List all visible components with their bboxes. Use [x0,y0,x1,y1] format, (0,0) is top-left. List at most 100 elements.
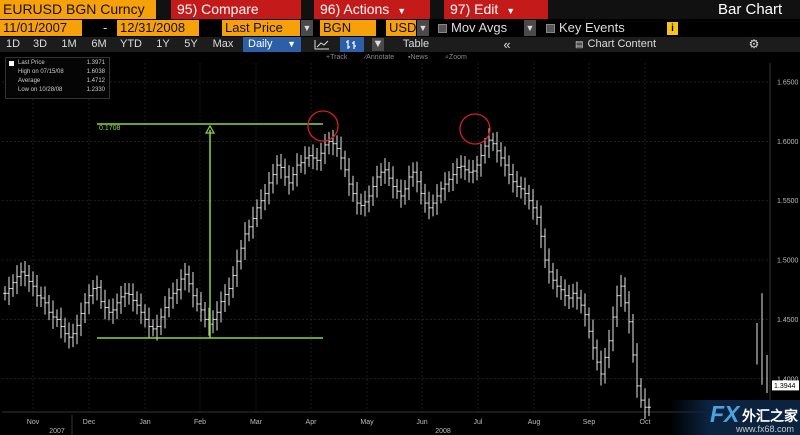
field-dropdown-icon[interactable]: ▼ [301,20,313,36]
price-bar [323,134,327,165]
gear-icon[interactable]: ⚙ [748,37,760,51]
chart-content-label: Chart Content [587,38,656,50]
collapse-icon[interactable]: « [503,37,511,52]
price-bar [47,294,51,321]
price-bar [587,307,591,339]
frequency-select[interactable]: Daily ▼ [243,37,301,52]
watermark-cn: 外汇之家 [742,408,798,424]
price-bar [583,293,587,327]
price-bar [479,143,483,177]
price-bar [331,129,335,156]
price-bar [215,301,219,331]
table-button[interactable]: Table [402,38,430,50]
price-bar [471,159,475,184]
price-bar [499,142,503,167]
x-month-label: Dec [83,419,96,426]
price-bar [363,190,367,217]
price-bar [395,178,399,199]
price-bar [103,289,107,320]
period-ytd[interactable]: YTD [120,38,142,50]
price-bar [647,398,651,417]
price-bar [379,163,383,187]
price-bar [263,183,267,211]
price-bar [51,300,55,329]
edit-button[interactable]: 97) Edit ▼ [444,0,548,19]
last-price-marker-label: 1.3944 [774,383,796,390]
price-bar [503,146,507,177]
price-bar [439,181,443,204]
x-month-label: Apr [306,419,318,426]
period-1d[interactable]: 1D [5,38,21,50]
price-bar [347,157,351,196]
info-icon[interactable]: i [667,22,678,35]
end-date-field[interactable]: 12/31/2008 [117,20,199,36]
price-bar [375,165,379,198]
chart-content-icon: ▤ [575,39,584,49]
mov-avgs-checkbox[interactable] [438,24,447,33]
x-month-label: Nov [27,419,40,426]
price-bar [55,309,59,328]
price-bar [547,248,551,284]
price-bar [79,302,83,337]
start-date-field[interactable]: 11/01/2007 [0,20,82,36]
x-month-label: May [360,419,374,426]
price-bar [507,155,511,185]
price-bar [115,293,119,320]
period-max[interactable]: Max [212,38,234,50]
price-bar [643,388,647,419]
chart-type-dropdown-icon[interactable]: ▼ [372,38,384,51]
mov-avgs-dropdown-icon[interactable]: ▼ [524,20,536,36]
period-5y[interactable]: 5Y [184,38,198,50]
security-field[interactable]: EURUSD BGN Curncy [0,0,156,19]
line-chart-icon[interactable] [310,37,334,52]
price-bar [203,301,207,328]
price-bar [11,274,15,297]
price-bar [543,228,547,268]
price-bar [367,185,371,213]
july-high-circle [459,113,491,145]
price-bar [575,281,579,310]
chart-content-button[interactable]: ▤ Chart Content [575,37,675,52]
key-events-checkbox[interactable] [546,24,555,33]
range-arrow-head-icon [204,124,216,134]
field-select[interactable]: Last Price [222,20,300,36]
zoom-tool[interactable]: ⌕ Zoom [445,54,467,61]
range-label: 0.1708 [99,125,121,132]
price-bar [27,265,31,292]
price-bar [623,277,627,312]
price-bar [95,275,99,301]
price-bar [23,261,27,287]
price-bar [175,279,179,304]
currency-field[interactable]: USD [386,20,416,36]
news-tool[interactable]: ▪ News [408,54,428,61]
zoom-label: Zoom [448,54,467,61]
y-tick-label: 1.4500 [777,317,799,324]
compare-button[interactable]: 95) Compare [171,0,301,19]
bar-chart-icon[interactable] [340,37,364,52]
legend-low-label: Low on 10/28/08 [18,87,63,93]
period-1m[interactable]: 1M [61,38,77,50]
actions-button[interactable]: 96) Actions ▼ [314,0,430,19]
news-label: News [410,54,428,61]
period-1y[interactable]: 1Y [156,38,170,50]
x-year-label: 2007 [49,428,65,435]
price-bar [567,284,571,309]
price-bar [31,271,35,297]
price-bar [195,288,199,312]
currency-dropdown-icon[interactable]: ▼ [417,20,429,36]
track-tool[interactable]: + Track [326,54,348,61]
price-bar [83,293,87,324]
annotate-tool[interactable]: ∕ Annotate [365,54,395,61]
price-bar [343,150,347,178]
period-3d[interactable]: 3D [32,38,48,50]
price-bar [259,189,263,220]
price-bar [43,286,47,315]
price-bar [235,249,239,288]
source-field[interactable]: BGN [320,20,376,36]
price-bar [231,266,235,298]
last-price-marker [772,380,799,391]
period-6m[interactable]: 6M [91,38,107,50]
price-bar [131,283,135,312]
